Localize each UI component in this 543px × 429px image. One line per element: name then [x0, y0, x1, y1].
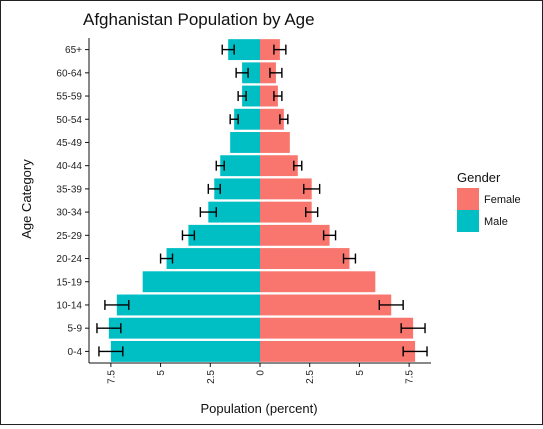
bar-male-15-19 [142, 271, 260, 293]
bar-male-40-44 [220, 155, 260, 177]
bar-female-15-19 [260, 271, 376, 293]
legend-male-label: Male [484, 216, 508, 228]
bar-female-20-24 [260, 248, 350, 269]
y-tick-label-45-49: 45-49 [56, 138, 82, 149]
legend: Gender Female Male [457, 170, 521, 232]
x-axis-ticks: 7.5 5 2.5 0 2.5 5 7.5 [106, 363, 416, 384]
chart-title: Afghanistan Population by Age [83, 10, 315, 29]
bar-male-55-59 [242, 85, 260, 107]
bar-male-0-4 [110, 340, 260, 362]
bar-female-55-59 [260, 85, 278, 107]
y-tick-label-50-54: 50-54 [56, 115, 82, 126]
bar-male-60-64 [242, 62, 260, 84]
bar-male-5-9 [108, 317, 260, 339]
x-tick-label-1: 5 [156, 370, 167, 376]
bar-female-0-4 [260, 340, 416, 362]
bar-male-35-39 [214, 178, 260, 200]
plot-area [88, 38, 431, 364]
x-tick-label-5: 5 [355, 370, 366, 376]
bar-female-60-64 [260, 62, 276, 84]
y-tick-label-15-19: 15-19 [56, 277, 82, 288]
bar-female-45-49 [260, 132, 290, 153]
bar-female-40-44 [260, 155, 298, 177]
y-tick-label-20-24: 20-24 [56, 254, 82, 265]
bar-female-25-29 [260, 224, 330, 246]
bar-male-25-29 [188, 224, 260, 246]
y-tick-label-30-34: 30-34 [56, 208, 82, 219]
bar-male-65+ [228, 39, 260, 61]
bar-female-30-34 [260, 201, 312, 223]
x-tick-label-4: 2.5 [305, 370, 316, 384]
y-tick-label-35-39: 35-39 [56, 184, 82, 195]
bar-female-65+ [260, 39, 280, 61]
bar-female-5-9 [260, 317, 414, 339]
bar-male-10-14 [116, 294, 260, 316]
legend-title: Gender [457, 170, 501, 185]
y-tick-label-40-44: 40-44 [56, 161, 82, 172]
bar-male-50-54 [234, 108, 260, 130]
bar-male-30-34 [208, 201, 260, 223]
y-axis-ticks: 0-4 5-9 10-14 15-19 20-24 25-29 30-34 35-39 40-4… [56, 45, 89, 358]
bar-male-20-24 [166, 248, 260, 269]
bar-female-50-54 [260, 108, 284, 130]
y-tick-label-25-29: 25-29 [56, 231, 82, 242]
x-tick-label-2: 2.5 [206, 370, 217, 384]
bar-female-35-39 [260, 178, 312, 200]
x-tick-label-0: 7.5 [106, 370, 117, 384]
bar-male-45-49 [230, 132, 260, 153]
y-tick-label-60-64: 60-64 [56, 68, 82, 79]
legend-female-label: Female [484, 194, 521, 206]
legend-male-swatch [457, 210, 479, 232]
x-tick-label-6: 7.5 [405, 370, 416, 384]
x-tick-label-3: 0 [256, 370, 267, 376]
y-tick-label-0-4: 0-4 [68, 347, 83, 358]
y-tick-label-5-9: 5-9 [68, 324, 83, 335]
y-tick-label-10-14: 10-14 [56, 300, 82, 311]
x-axis-title: Population (percent) [200, 401, 317, 416]
bar-female-10-14 [260, 294, 392, 316]
y-tick-label-55-59: 55-59 [56, 92, 82, 103]
y-tick-label-65+: 65+ [65, 45, 82, 56]
y-axis-title: Age Category [19, 159, 34, 239]
legend-female-swatch [457, 188, 479, 210]
